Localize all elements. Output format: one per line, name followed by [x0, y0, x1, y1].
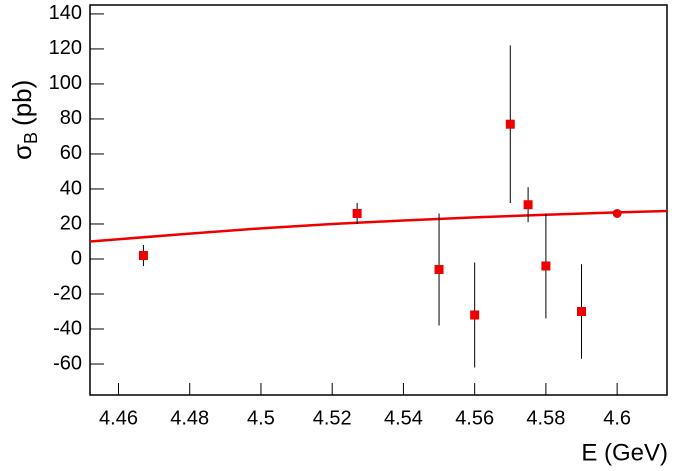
y-label-symbol: σB (pb) — [7, 80, 41, 160]
y-axis-label: σB (pb) — [7, 80, 41, 160]
y-tick-label: -60 — [53, 352, 82, 374]
x-tick-label: 4.58 — [526, 407, 565, 429]
x-tick-label: 4.52 — [313, 407, 352, 429]
y-tick-label: -20 — [53, 282, 82, 304]
x-tick-label: 4.56 — [455, 407, 494, 429]
y-tick-label: 120 — [49, 37, 82, 59]
x-tick-label: 4.48 — [170, 407, 209, 429]
data-point — [138, 250, 148, 260]
x-tick-label: 4.46 — [99, 407, 138, 429]
x-tick-label: 4.5 — [247, 407, 275, 429]
data-point — [523, 200, 533, 210]
y-tick-label: 20 — [60, 212, 82, 234]
x-axis-label: E (GeV) — [581, 439, 668, 466]
y-label-sub: B — [21, 132, 41, 144]
y-label-unit: (pb) — [7, 80, 37, 126]
y-tick-label: 80 — [60, 107, 82, 129]
y-tick-label: 40 — [60, 177, 82, 199]
y-tick-label: 60 — [60, 142, 82, 164]
data-point — [612, 208, 622, 218]
y-label-main: σ — [7, 144, 37, 160]
y-tick-label: 100 — [49, 72, 82, 94]
data-point — [577, 307, 587, 317]
fit-line — [89, 209, 668, 243]
y-tick-label: 0 — [71, 247, 82, 269]
x-tick-label: 4.54 — [384, 407, 423, 429]
data-point — [541, 261, 551, 271]
data-point — [434, 264, 444, 274]
data-point — [352, 208, 362, 218]
plot-frame — [89, 4, 668, 396]
data-point — [505, 119, 515, 129]
y-tick-label: -40 — [53, 317, 82, 339]
x-tick-label: 4.6 — [603, 407, 631, 429]
y-tick-label: 140 — [49, 2, 82, 24]
data-point — [470, 310, 480, 320]
